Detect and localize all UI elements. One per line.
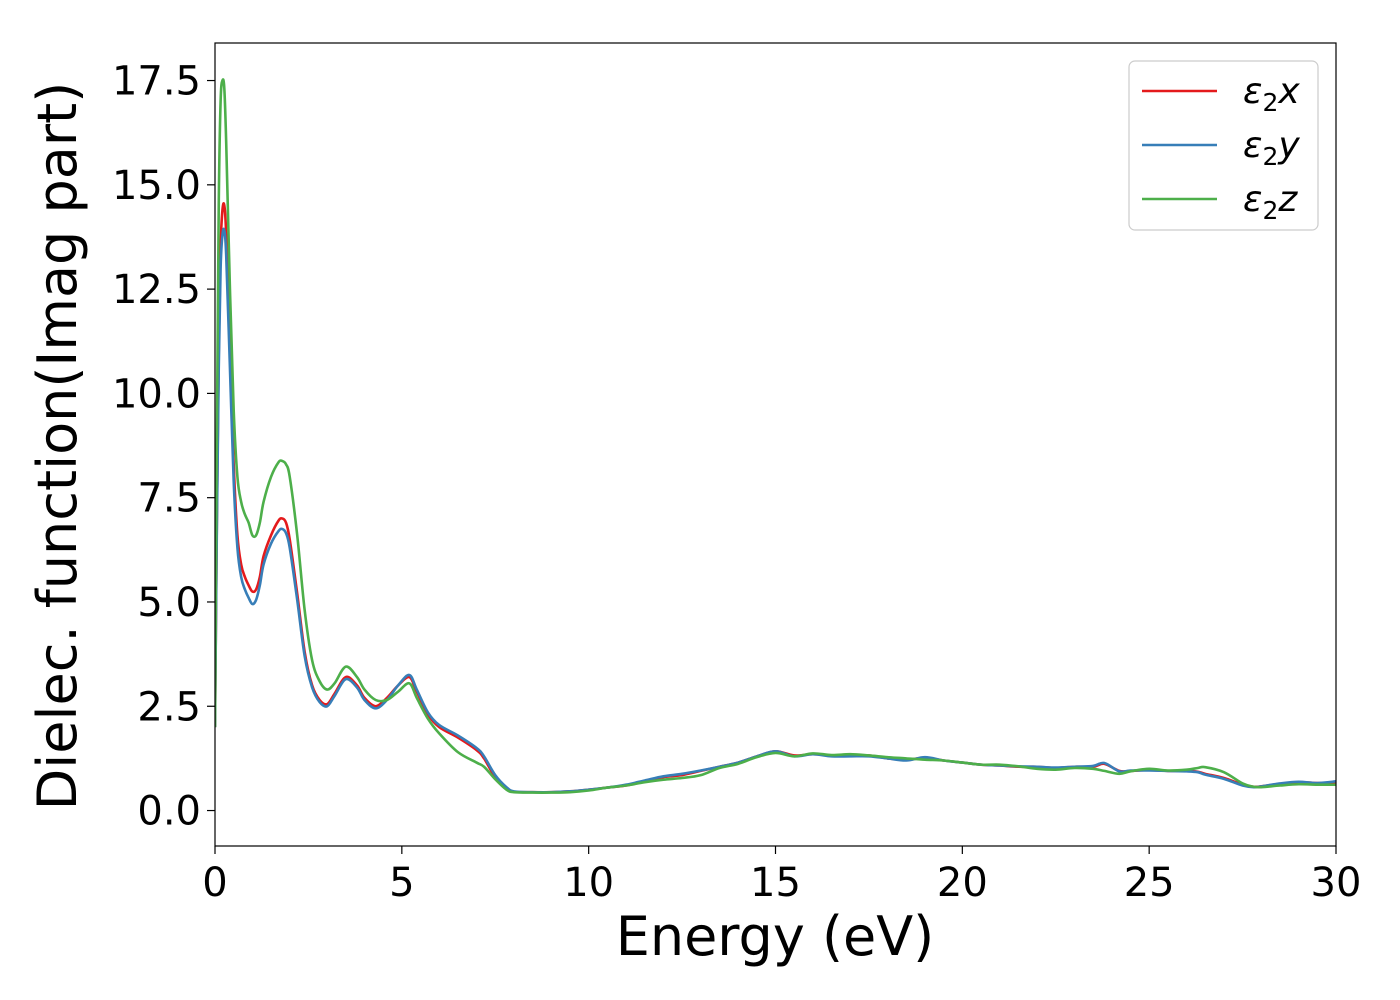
y-tick-label: 12.5 — [112, 267, 201, 313]
y-axis: 0.0 2.5 5.0 7.5 10.0 12.5 15.0 17.5 — [112, 59, 215, 835]
legend: ε2x ε2y ε2z — [1128, 60, 1319, 231]
x-tick-label: 30 — [1311, 860, 1362, 906]
x-tick-label: 5 — [389, 860, 414, 906]
x-tick-label: 20 — [937, 860, 988, 906]
series-line-z — [215, 78, 1336, 794]
y-tick-label: 15.0 — [112, 163, 201, 209]
legend-label-z: ε2z — [1243, 179, 1298, 225]
y-tick-label: 17.5 — [112, 59, 201, 105]
x-tick-label: 25 — [1124, 860, 1175, 906]
x-axis-label: Energy (eV) — [616, 905, 935, 968]
x-tick-label: 15 — [750, 860, 801, 906]
y-tick-label: 7.5 — [137, 476, 201, 522]
plot-lines — [215, 78, 1336, 794]
legend-label-x: ε2x — [1243, 71, 1300, 117]
legend-label-y: ε2y — [1243, 125, 1300, 171]
y-tick-label: 2.5 — [137, 684, 201, 730]
x-axis: 0 5 10 15 20 25 30 — [202, 846, 1361, 906]
y-axis-label: Dielec. function(Imag part) — [26, 82, 89, 811]
y-tick-label: 10.0 — [112, 371, 201, 417]
y-tick-label: 0.0 — [137, 789, 201, 835]
y-tick-label: 5.0 — [137, 580, 201, 626]
legend-box — [1128, 60, 1319, 231]
x-tick-label: 0 — [202, 860, 227, 906]
x-tick-label: 10 — [563, 860, 614, 906]
